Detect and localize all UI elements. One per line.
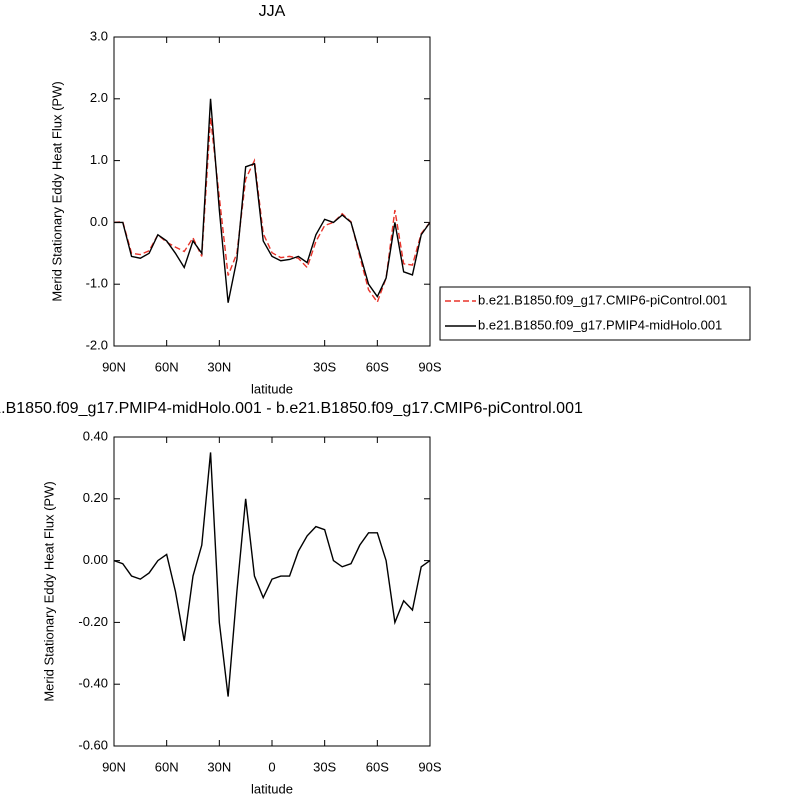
plot-frame bbox=[113, 436, 431, 747]
x-axis-label: latitude bbox=[251, 781, 293, 796]
y-tick-label: 0.0 bbox=[90, 214, 108, 229]
x-tick-label: 30S bbox=[313, 359, 336, 374]
x-tick-label: 90N bbox=[102, 759, 126, 774]
y-tick-label: 2.0 bbox=[90, 90, 108, 105]
legend-label: b.e21.B1850.f09_g17.PMIP4-midHolo.001 bbox=[478, 317, 722, 332]
x-tick-label: 60N bbox=[155, 759, 179, 774]
y-tick-label: 1.0 bbox=[90, 152, 108, 167]
data-line bbox=[113, 117, 431, 304]
y-tick-label: 0.00 bbox=[83, 552, 108, 567]
x-tick-label: 60S bbox=[366, 759, 389, 774]
x-tick-label: 30N bbox=[207, 359, 231, 374]
data-line bbox=[113, 452, 431, 697]
y-tick-label: 0.40 bbox=[83, 428, 108, 443]
legend-label: b.e21.B1850.f09_g17.CMIP6-piControl.001 bbox=[478, 292, 727, 307]
y-tick-label: 3.0 bbox=[90, 28, 108, 43]
y-axis-label: Merid Stationary Eddy Heat Flux (PW) bbox=[41, 481, 56, 701]
plot-frame bbox=[113, 36, 431, 347]
data-line bbox=[114, 98, 431, 303]
x-tick-label: 60S bbox=[366, 359, 389, 374]
y-tick-label: -1.0 bbox=[86, 276, 108, 291]
y-tick-label: -0.40 bbox=[78, 676, 108, 691]
y-tick-label: -0.60 bbox=[78, 737, 108, 752]
x-tick-label: 60N bbox=[155, 359, 179, 374]
y-tick-label: -0.20 bbox=[78, 614, 108, 629]
x-tick-label: 30S bbox=[313, 759, 336, 774]
chart-title: JJA bbox=[259, 3, 286, 20]
y-axis-label: Merid Stationary Eddy Heat Flux (PW) bbox=[49, 81, 64, 301]
x-tick-label: 90N bbox=[102, 359, 126, 374]
legend-box bbox=[439, 286, 751, 341]
x-tick-label: 90S bbox=[418, 359, 441, 374]
y-tick-label: -2.0 bbox=[86, 337, 108, 352]
x-axis-label: latitude bbox=[251, 381, 293, 396]
x-tick-label: 90S bbox=[418, 759, 441, 774]
x-tick-label: 0 bbox=[268, 759, 275, 774]
chart-title: b.e21.B1850.f09_g17.PMIP4-midHolo.001 - … bbox=[0, 400, 583, 417]
x-tick-label: 30N bbox=[207, 759, 231, 774]
y-tick-label: 0.20 bbox=[83, 490, 108, 505]
